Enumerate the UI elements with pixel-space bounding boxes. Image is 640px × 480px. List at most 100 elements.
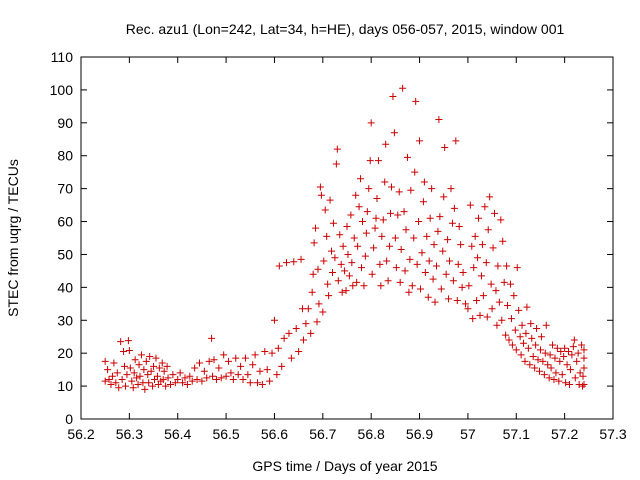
data-point [379,216,387,224]
data-point [141,385,149,393]
data-point [234,371,242,379]
data-point [325,292,333,300]
data-point [258,380,266,388]
y-tick-label: 70 [57,181,73,197]
data-point [580,364,588,372]
data-point [473,297,481,305]
data-point [478,241,486,249]
data-point [278,362,286,370]
data-point [458,283,466,291]
data-point [453,297,461,305]
data-point [381,178,389,186]
data-point [399,84,407,92]
data-point [324,280,332,288]
data-point [290,258,298,266]
data-point [418,249,426,257]
data-point [534,356,542,364]
data-point [144,371,152,379]
data-point [550,376,558,384]
data-point [321,206,329,214]
data-point [510,292,518,300]
data-point [541,349,549,357]
data-point [504,301,512,309]
data-point [158,359,166,367]
data-point [209,372,217,380]
data-point [549,341,557,349]
data-point [118,376,126,384]
data-point [110,359,118,367]
data-point [360,282,368,290]
data-point [121,382,129,390]
data-point [446,257,454,265]
data-point [104,366,112,374]
data-point [373,195,381,203]
data-point [261,348,269,356]
data-point [266,377,274,385]
y-tick-label: 50 [57,246,73,262]
data-point [482,259,490,267]
data-point [444,236,452,244]
data-point [421,269,429,277]
y-tick-label: 80 [57,148,73,164]
data-point [579,372,587,380]
data-point [179,379,187,387]
data-point [115,384,123,392]
data-point [254,379,262,387]
data-point [491,209,499,217]
data-point [164,374,172,382]
data-point [362,229,370,237]
data-point [383,257,391,265]
data-point [489,244,497,252]
y-tick-label: 90 [57,115,73,131]
data-point [133,374,141,382]
data-point [386,242,394,250]
data-point [152,354,160,362]
data-point [263,366,271,374]
data-point [468,242,476,250]
data-point [569,343,577,351]
y-tick-label: 0 [65,411,73,427]
data-point [292,325,300,332]
data-point [531,364,539,372]
data-point [368,270,376,278]
data-point [334,277,342,285]
data-point [140,366,148,374]
data-point [507,315,515,323]
data-point [448,219,456,227]
data-point [454,260,462,268]
data-point [343,222,351,230]
data-point [578,341,586,349]
data-point [105,376,113,384]
x-axis-label: GPS time / Days of year 2015 [252,458,437,474]
data-point [553,344,561,352]
data-point [244,371,252,379]
data-point [565,380,573,388]
data-point [146,352,154,360]
data-point [403,153,411,161]
data-point [408,282,416,290]
data-point [229,376,237,384]
data-point [579,382,587,390]
data-point [457,241,465,249]
data-point [350,234,358,242]
data-point [316,183,324,191]
data-point [449,277,457,285]
data-point [377,282,385,290]
data-point [151,376,159,384]
data-point [436,213,444,221]
data-point [428,185,436,193]
data-point [557,348,565,356]
chart-title: Rec. azu1 (Lon=242, Lat=34, h=HE), days … [126,21,565,37]
data-point [331,254,339,262]
data-point [323,232,331,240]
data-point [246,379,254,387]
data-point [237,362,245,370]
data-point [384,277,392,285]
data-point [101,357,109,365]
data-point [302,320,310,328]
data-point [353,278,361,286]
data-point [391,234,399,242]
data-point [546,351,554,359]
x-tick-label: 57.2 [551,426,578,442]
data-point [492,287,500,295]
